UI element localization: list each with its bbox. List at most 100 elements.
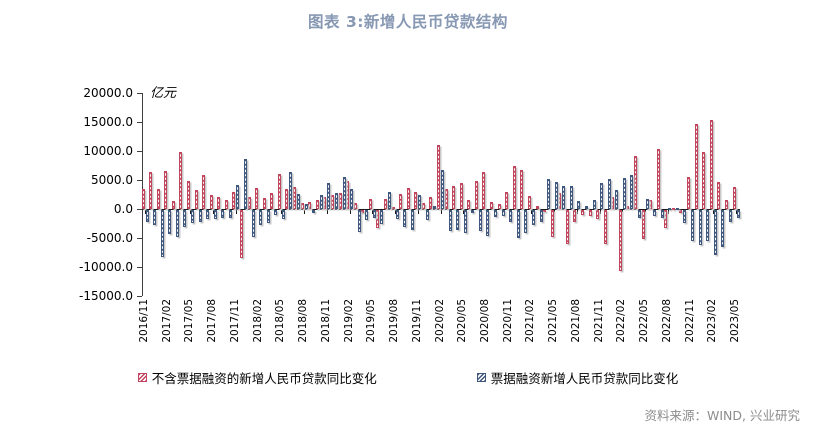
bar-ex-bill-2019/12	[421, 203, 425, 209]
bar-bill-2018/02	[259, 210, 263, 225]
bar-bill-2021/08	[577, 201, 581, 209]
legend-swatch-blue-icon	[476, 373, 486, 382]
x-axis-tick-label: 2020/11	[501, 299, 514, 343]
legend-item-bill: 票据融资新增人民币贷款同比变化	[476, 368, 679, 387]
bar-ex-bill-2021/02	[527, 195, 531, 209]
x-axis-tick-label: 2019/02	[342, 299, 355, 343]
bar-ex-bill-2016/11	[141, 189, 145, 209]
bar-ex-bill-2018/10	[315, 200, 319, 209]
bar-ex-bill-2019/02	[346, 181, 350, 209]
legend-label-bill: 票据融资新增人民币贷款同比变化	[490, 371, 679, 386]
bar-bill-2023/03	[721, 210, 725, 247]
bar-bill-2020/07	[478, 210, 482, 232]
bar-ex-bill-2020/06	[467, 199, 471, 209]
x-axis-tick-label: 2020/02	[433, 299, 446, 343]
legend-swatch-red-icon	[137, 373, 147, 382]
bar-ex-bill-2022/06	[649, 200, 653, 209]
bar-bill-2018/06	[289, 172, 293, 209]
source-note: 资料来源：WIND, 兴业研究	[644, 408, 800, 423]
bar-ex-bill-2019/11	[414, 192, 418, 209]
x-axis-tick	[440, 210, 442, 214]
y-axis-tick	[137, 122, 142, 123]
bar-bill-2017/03	[175, 210, 179, 237]
bar-ex-bill-2019/08	[391, 206, 395, 209]
bar-bill-2018/12	[334, 192, 338, 209]
x-axis-tick-label: 2017/08	[206, 299, 219, 343]
x-axis-tick	[417, 210, 419, 214]
bar-bill-2018/08	[304, 203, 308, 209]
x-axis-tick	[667, 210, 669, 214]
bar-ex-bill-2021/07	[565, 210, 569, 245]
bar-ex-bill-2018/11	[323, 197, 327, 209]
bar-ex-bill-2021/04	[543, 210, 547, 212]
bar-bill-2021/01	[524, 210, 528, 234]
x-axis-tick-label: 2022/11	[683, 299, 696, 343]
bar-bill-2020/03	[448, 210, 452, 232]
bar-ex-bill-2020/04	[452, 185, 456, 209]
bar-bill-2021/03	[539, 210, 543, 223]
bar-bill-2019/07	[387, 192, 391, 209]
bar-ex-bill-2020/01	[429, 196, 433, 209]
x-axis-tick-label: 2018/11	[319, 299, 332, 343]
bar-bill-2019/06	[380, 210, 384, 224]
bar-ex-bill-2018/12	[330, 194, 334, 209]
bar-bill-2018/11	[327, 182, 331, 209]
x-axis-tick-label: 2022/05	[638, 299, 651, 343]
x-axis-tick	[576, 210, 578, 214]
bar-ex-bill-2017/01	[156, 189, 160, 209]
y-axis-tick-label: 5000.0	[91, 173, 133, 187]
bar-ex-bill-2018/09	[308, 202, 312, 209]
bar-ex-bill-2022/04	[634, 156, 637, 209]
bar-ex-bill-2021/11	[596, 210, 600, 220]
x-axis-tick-label: 2017/02	[160, 299, 173, 343]
x-axis-tick-label: 2019/08	[388, 299, 401, 343]
bar-bill-2021/06	[562, 186, 566, 209]
bar-ex-bill-2020/12	[512, 165, 516, 209]
bar-ex-bill-2019/07	[383, 198, 387, 209]
bar-bill-2017/06	[198, 210, 202, 222]
bar-bill-2022/10	[683, 210, 687, 223]
x-axis-tick-label: 2018/05	[274, 299, 287, 343]
bar-ex-bill-2023/01	[702, 152, 706, 209]
bar-ex-bill-2022/07	[656, 149, 660, 209]
bar-bill-2021/12	[607, 179, 611, 209]
bar-ex-bill-2018/07	[293, 186, 297, 209]
bar-bill-2019/03	[357, 210, 361, 233]
bar-bill-2019/09	[403, 210, 407, 228]
bar-bill-2021/07	[569, 186, 573, 209]
x-axis-tick-label: 2021/02	[524, 299, 537, 343]
x-axis-tick-label: 2021/11	[592, 299, 605, 343]
legend-label-ex-bill: 不含票据融资的新增人民币贷款同比变化	[151, 371, 377, 386]
bar-bill-2019/04	[365, 210, 369, 221]
x-axis-tick-label: 2020/08	[478, 299, 491, 343]
bar-ex-bill-2020/11	[505, 192, 509, 209]
bar-ex-bill-2019/06	[376, 210, 380, 228]
x-axis-tick	[235, 210, 237, 214]
bar-ex-bill-2019/10	[406, 187, 410, 209]
y-axis-tick	[137, 151, 142, 152]
bar-bill-2022/01	[615, 189, 619, 209]
bar-ex-bill-2021/05	[550, 210, 554, 237]
bar-ex-bill-2017/12	[240, 210, 243, 259]
bar-ex-bill-2021/01	[520, 170, 524, 209]
bar-ex-bill-2020/09	[490, 202, 494, 209]
x-axis-tick-label: 2018/02	[251, 299, 264, 343]
bar-bill-2017/12	[244, 159, 247, 209]
bar-ex-bill-2020/03	[444, 188, 448, 209]
bar-bill-2017/08	[213, 210, 217, 219]
x-axis-tick	[622, 210, 624, 214]
bar-ex-bill-2022/09	[671, 207, 675, 210]
bar-bill-2021/05	[554, 182, 558, 209]
bar-ex-bill-2022/12	[694, 123, 698, 209]
x-axis-tick-label: 2021/05	[547, 299, 560, 343]
bar-bill-2017/07	[206, 210, 210, 220]
bar-bill-2019/11	[418, 194, 422, 209]
bar-ex-bill-2018/04	[270, 193, 274, 209]
bar-bill-2019/10	[410, 210, 414, 230]
bar-ex-bill-2021/03	[535, 206, 539, 209]
bar-bill-2021/10	[592, 199, 596, 209]
bar-ex-bill-2017/11	[232, 192, 236, 209]
bar-ex-bill-2017/10	[224, 199, 228, 209]
bar-ex-bill-2020/08	[482, 171, 486, 209]
bar-bill-2017/09	[221, 210, 225, 218]
